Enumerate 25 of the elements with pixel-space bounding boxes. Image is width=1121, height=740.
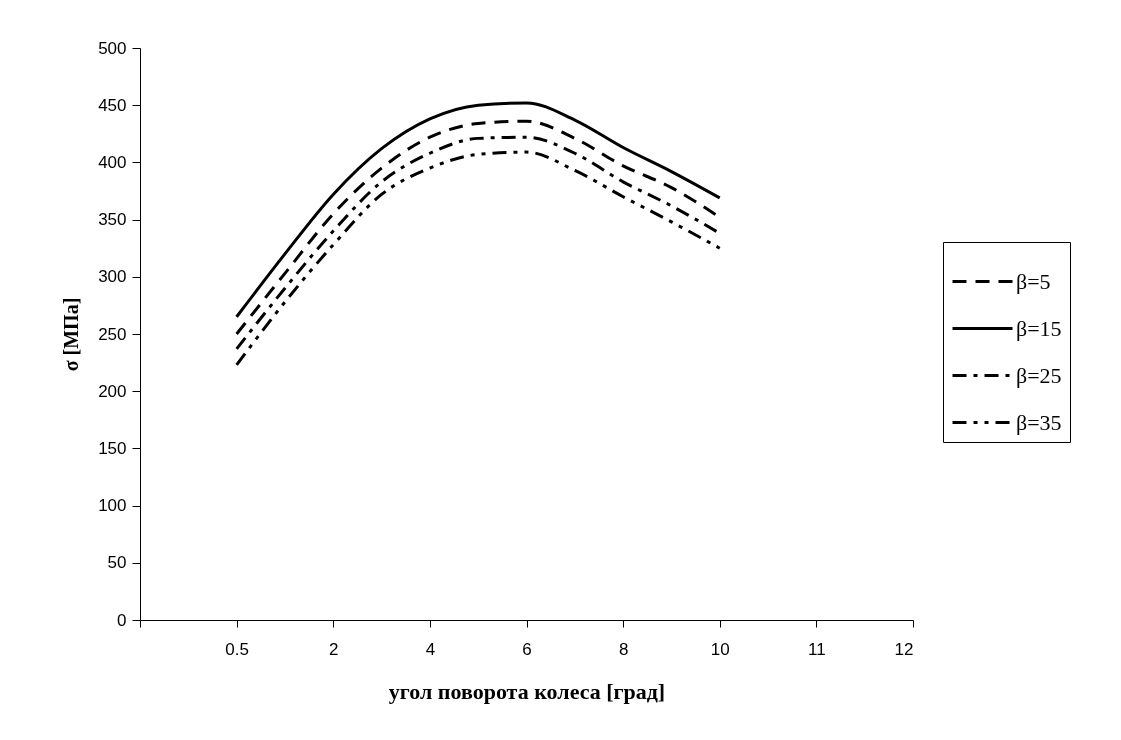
x-tick-label: 10 (710, 639, 730, 659)
x-tick-label: 2 (329, 639, 339, 659)
y-tick-label: 450 (98, 95, 127, 115)
y-tick-label: 350 (98, 210, 127, 230)
legend-label: β=35 (1016, 409, 1062, 435)
x-tick-label: 8 (618, 639, 629, 659)
x-tick-label: 11 (808, 639, 826, 659)
y-axis-title: σ [МПа] (60, 297, 83, 372)
y-tick-label: 250 (98, 324, 127, 344)
x-axis-title: угол поворота колеса [град] (388, 678, 666, 704)
legend-label: β=25 (1016, 362, 1062, 388)
y-tick-label: 0 (117, 610, 127, 630)
y-tick-label: 300 (98, 267, 127, 287)
y-tick-label: 400 (98, 152, 127, 172)
y-tick-label: 50 (107, 553, 127, 573)
legend-label: β=5 (1016, 268, 1051, 294)
legend-label: β=15 (1016, 315, 1062, 341)
x-tick-label: 12 (894, 639, 914, 659)
y-tick-label: 500 (98, 38, 127, 58)
y-tick-label: 150 (98, 438, 127, 458)
x-tick-label: 4 (425, 639, 436, 659)
x-tick-label: 0.5 (225, 639, 249, 659)
y-tick-label: 200 (98, 381, 127, 401)
x-tick-label: 6 (522, 639, 532, 659)
y-tick-label: 100 (98, 496, 127, 516)
